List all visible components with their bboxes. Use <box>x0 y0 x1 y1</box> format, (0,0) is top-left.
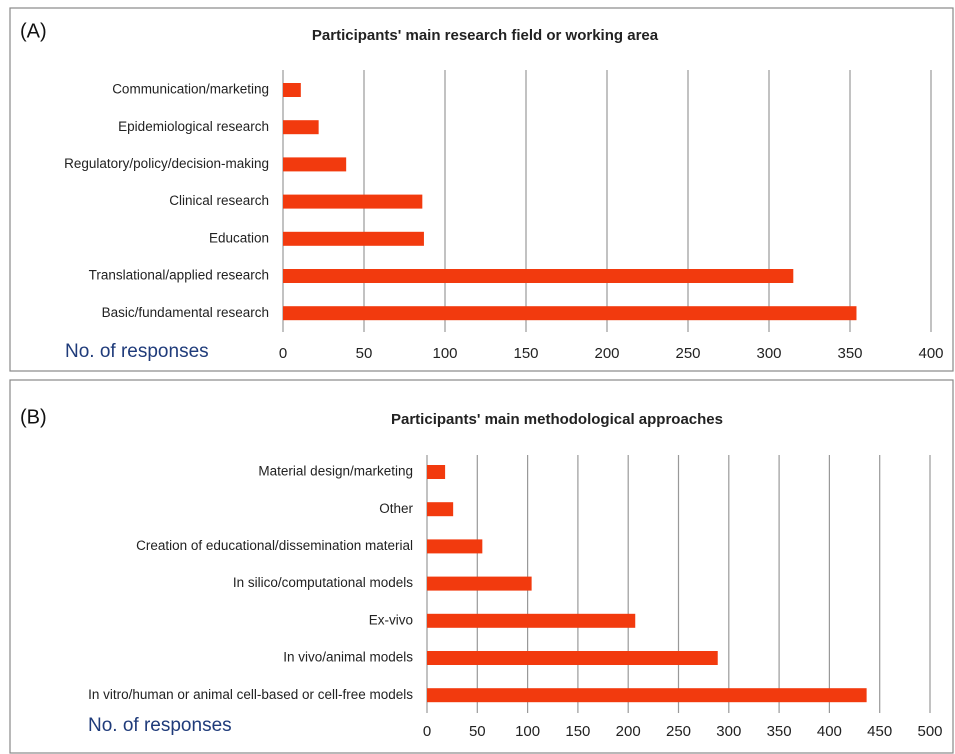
x-tick-label: 0 <box>423 723 431 740</box>
category-label: Education <box>209 230 269 245</box>
x-tick-label: 150 <box>565 723 590 740</box>
category-label: In vivo/animal models <box>283 650 413 665</box>
x-tick-label: 200 <box>594 345 619 362</box>
x-tick-label: 400 <box>817 723 842 740</box>
chart-title: Participants' main methodological approa… <box>391 411 723 428</box>
bar <box>427 502 454 517</box>
x-tick-label: 50 <box>469 723 486 740</box>
x-tick-label: 0 <box>279 345 287 362</box>
bar <box>427 465 446 479</box>
x-tick-label: 200 <box>616 723 641 740</box>
panel-label: (A) <box>20 20 47 42</box>
chart-title: Participants' main research field or wor… <box>312 27 659 44</box>
x-tick-label: 50 <box>356 345 373 362</box>
x-tick-label: 100 <box>515 723 540 740</box>
x-tick-label: 350 <box>767 723 792 740</box>
bar <box>283 306 857 321</box>
x-tick-label: 400 <box>918 345 943 362</box>
category-label: Material design/marketing <box>258 464 413 479</box>
panel-frame <box>9 379 954 754</box>
panel-frame <box>9 7 954 372</box>
panel-label: (B) <box>20 406 47 428</box>
bar <box>283 83 301 97</box>
bar <box>427 613 636 628</box>
bar <box>283 269 794 283</box>
x-tick-label: 150 <box>513 345 538 362</box>
category-label: Ex-vivo <box>369 612 413 627</box>
category-label: Other <box>379 501 413 516</box>
bar <box>283 194 423 209</box>
x-tick-label: 300 <box>756 345 781 362</box>
x-tick-label: 300 <box>716 723 741 740</box>
category-label: Communication/marketing <box>112 82 269 97</box>
category-label: Clinical research <box>169 193 269 208</box>
category-label: Regulatory/policy/decision-making <box>64 156 269 171</box>
category-label: Epidemiological research <box>118 119 269 134</box>
bar <box>283 231 424 246</box>
x-axis-label: No. of responses <box>65 341 209 362</box>
category-label: In vitro/human or animal cell-based or c… <box>88 687 413 702</box>
category-label: Creation of educational/dissemination ma… <box>136 538 413 553</box>
x-tick-label: 500 <box>917 723 942 740</box>
x-tick-label: 450 <box>867 723 892 740</box>
category-label: Translational/applied research <box>89 268 269 283</box>
x-tick-label: 250 <box>666 723 691 740</box>
bar <box>427 539 483 554</box>
bar <box>283 120 319 135</box>
x-tick-label: 100 <box>432 345 457 362</box>
bar <box>427 651 718 665</box>
bar <box>427 576 532 591</box>
x-axis-label: No. of responses <box>88 715 232 736</box>
x-tick-label: 350 <box>837 345 862 362</box>
bar <box>427 688 867 703</box>
x-tick-label: 250 <box>675 345 700 362</box>
bar <box>283 157 347 172</box>
category-label: Basic/fundamental research <box>102 305 269 320</box>
category-label: In silico/computational models <box>233 575 413 590</box>
